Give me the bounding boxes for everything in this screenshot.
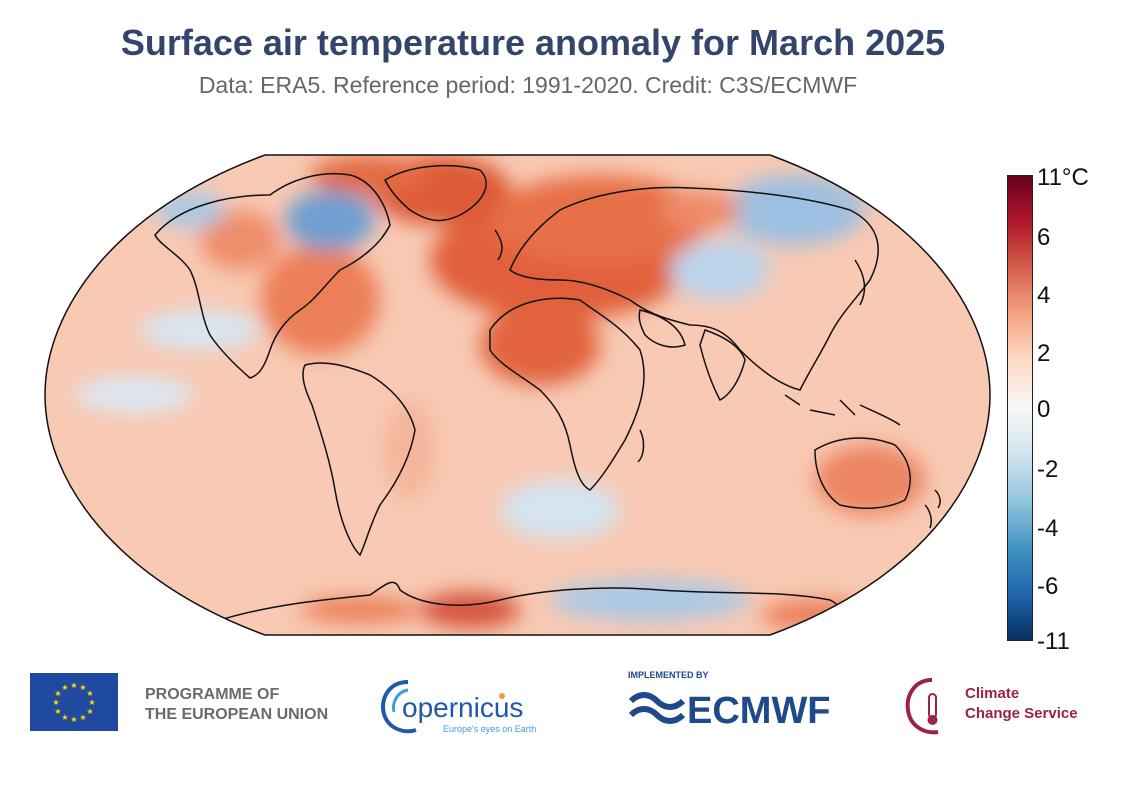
africa-coast [489, 297, 645, 491]
svg-text:★: ★ [54, 689, 61, 698]
copernicus-logo: opernicus Europe's eyes on Earth [378, 670, 553, 740]
coastlines [154, 164, 941, 635]
copernicus-wordmark: opernicus [402, 692, 523, 723]
svg-text:★: ★ [52, 698, 59, 707]
map-subtitle: Data: ERA5. Reference period: 1991-2020.… [198, 72, 858, 98]
svg-text:★: ★ [79, 713, 86, 722]
svg-text:★: ★ [70, 715, 77, 724]
japan-coast [854, 259, 866, 306]
svg-text:★: ★ [61, 713, 68, 722]
colorbar-label-neg6: -6 [1037, 573, 1059, 600]
colorbar-label-0: 0 [1037, 396, 1051, 423]
ecmwf-wordmark: ECMWF [687, 690, 831, 732]
svg-text:★: ★ [86, 707, 93, 716]
svg-text:★: ★ [61, 683, 68, 692]
world-map [40, 150, 995, 640]
south-america-coast [302, 362, 416, 557]
svg-text:★: ★ [70, 681, 77, 690]
colorbar-label-2: 2 [1037, 340, 1051, 367]
ecmwf-logo: ECMWF [627, 683, 867, 733]
india-coast [699, 329, 746, 401]
svg-text:★: ★ [88, 698, 95, 707]
madagascar-coast [637, 429, 645, 463]
colorbar-label-4: 4 [1037, 282, 1051, 309]
svg-text:★: ★ [86, 689, 93, 698]
map-border [44, 154, 991, 636]
c3s-logo [902, 674, 1102, 738]
eu-programme-line1: PROGRAMME OF [145, 686, 280, 703]
svg-text:★: ★ [79, 683, 86, 692]
colorbar-label-max: 11°C [1037, 164, 1089, 191]
c3s-name: Climate Change Service [965, 684, 1078, 724]
world-map-svg [44, 154, 991, 636]
implemented-by-label: IMPLEMENTED BY [628, 670, 709, 680]
australia-coast [814, 437, 911, 510]
eu-programme-text: PROGRAMME OF THE EUROPEAN UNION [145, 685, 328, 725]
antarctica-coast [219, 581, 842, 635]
new-zealand-coast [924, 489, 941, 529]
colorbar-label-neg2: -2 [1037, 456, 1059, 483]
colorbar-label-6: 6 [1037, 224, 1051, 251]
eu-programme-line2: THE EUROPEAN UNION [145, 706, 329, 723]
copernicus-tagline: Europe's eyes on Earth [443, 724, 536, 734]
greenland-coast [384, 164, 487, 222]
eurasia-coast [509, 186, 879, 391]
colorbar-label-neg4: -4 [1037, 515, 1059, 542]
c3s-name-line2: Change Service [965, 705, 1078, 722]
arabia-coast [638, 309, 686, 348]
north-america-coast [154, 172, 391, 379]
c3s-name-line1: Climate [965, 685, 1020, 702]
uk-coast [494, 229, 503, 261]
indonesia-coast [784, 394, 901, 426]
colorbar [1007, 175, 1033, 641]
map-title: Surface air temperature anomaly for Marc… [120, 22, 946, 63]
partner-logos: ★ ★ ★ ★ ★ ★ ★ ★ ★ ★ ★ ★ PROGRAMME OF THE EUROPEA… [0, 660, 1143, 760]
svg-text:★: ★ [54, 707, 61, 716]
eu-flag-logo: ★ ★ ★ ★ ★ ★ ★ ★ ★ ★ ★ ★ [30, 673, 118, 731]
colorbar-label-min: -11 [1037, 628, 1070, 655]
